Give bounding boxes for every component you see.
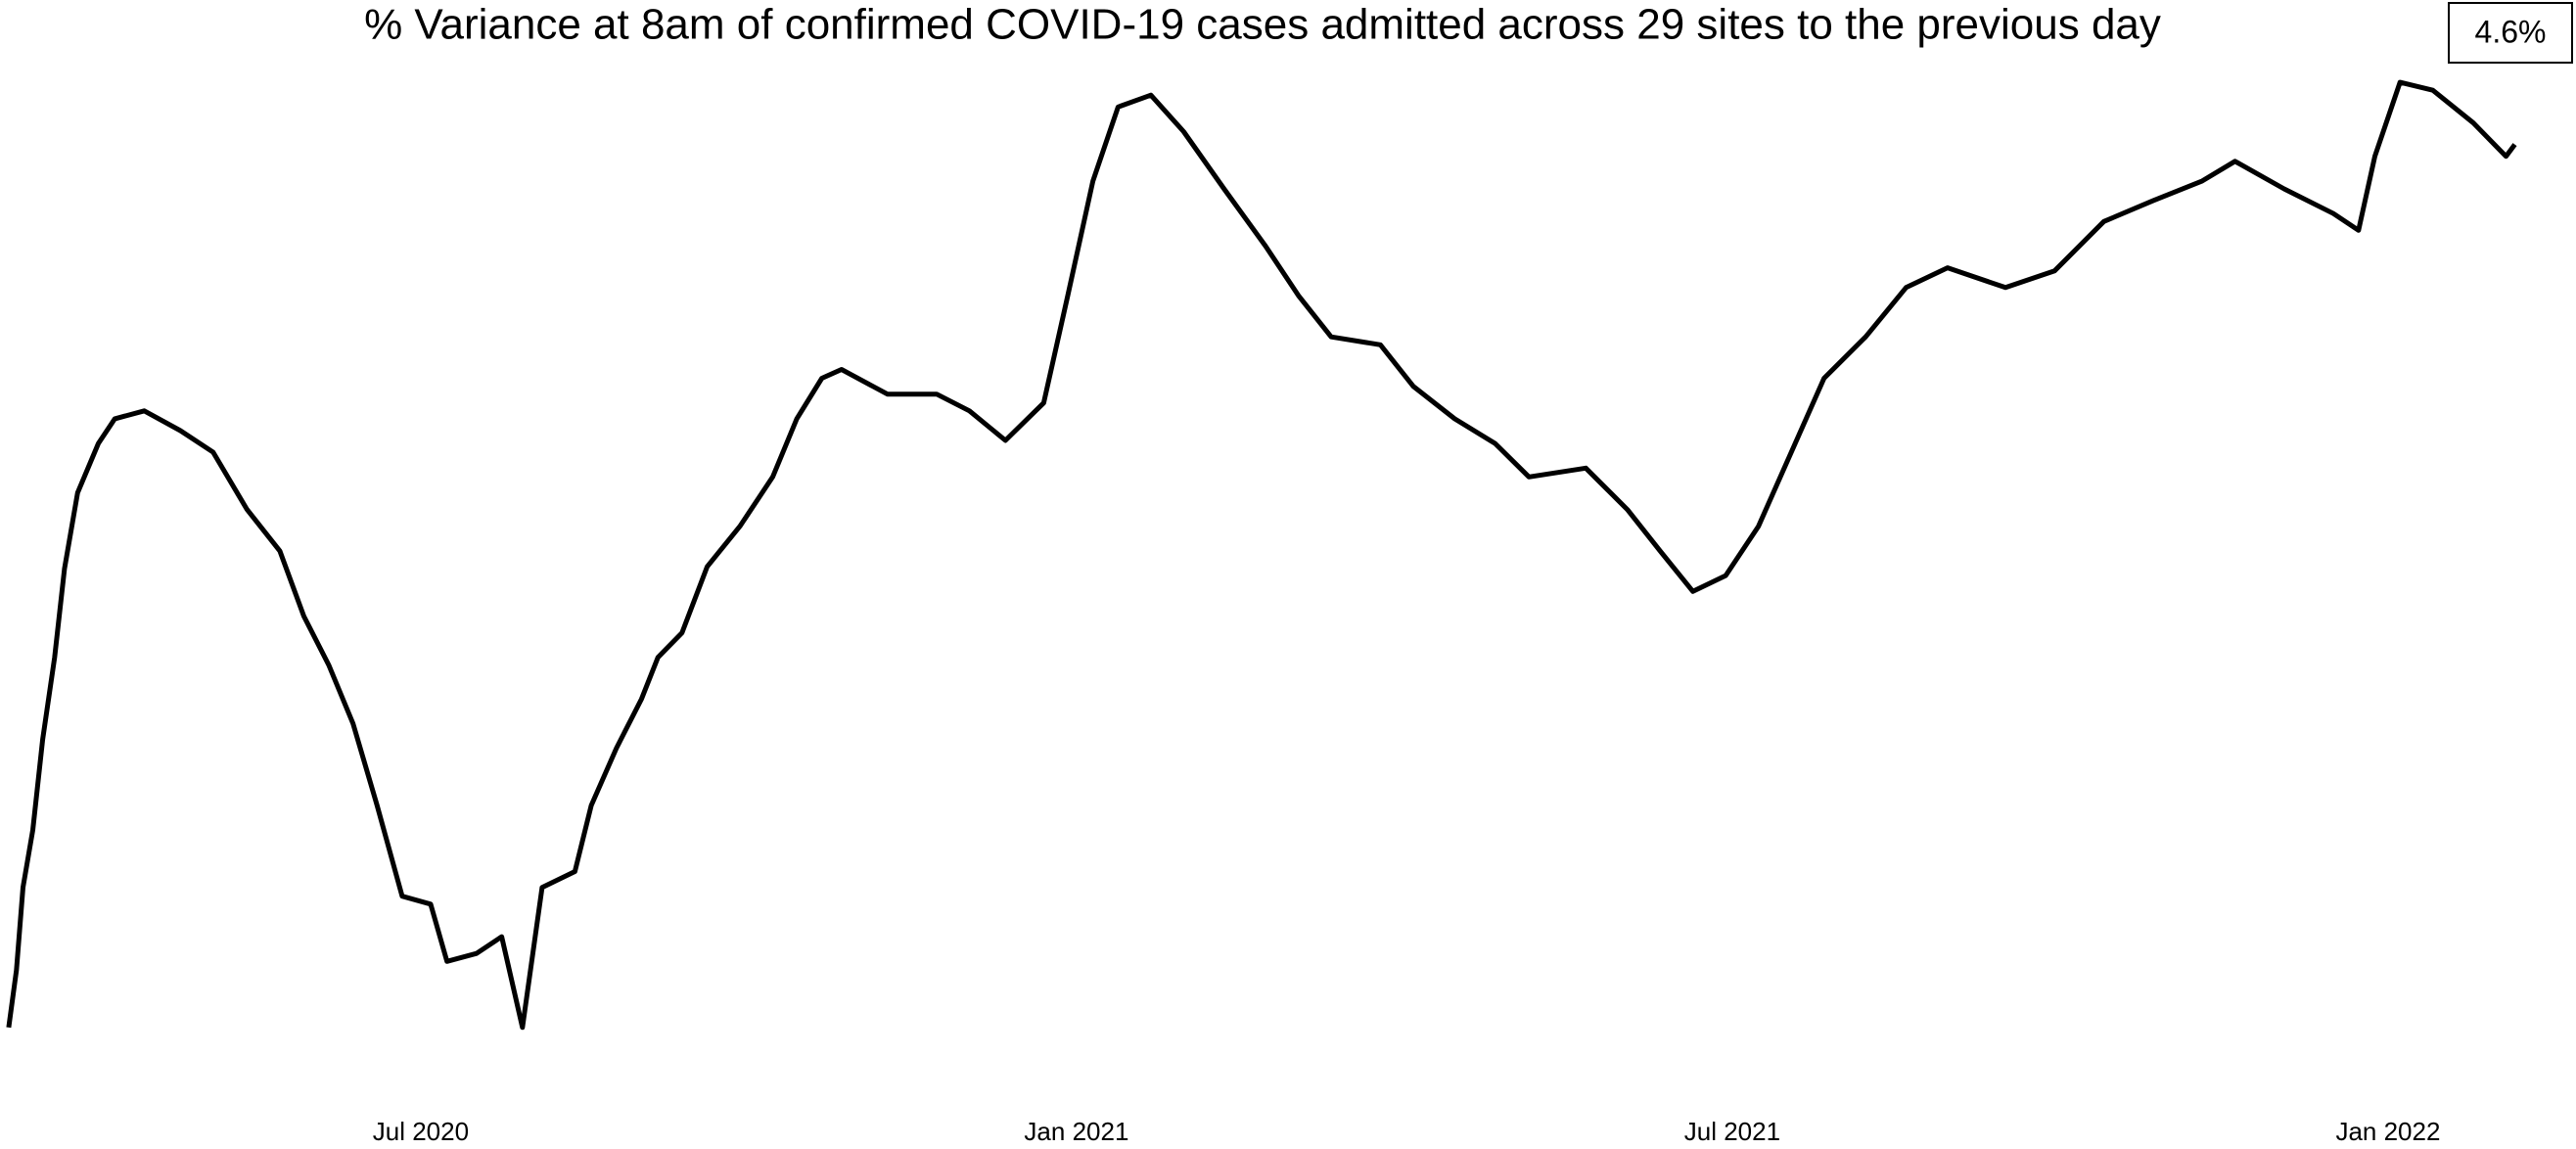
x-tick-label: Jul 2020 (373, 1117, 469, 1146)
annotation-box (2448, 2, 2573, 64)
chart-title: % Variance at 8am of confirmed COVID-19 … (364, 1, 2161, 49)
annotation: 4.6% (2475, 14, 2547, 49)
x-tick-label: Jul 2021 (1684, 1117, 1780, 1146)
data-line (6, 79, 2517, 1031)
x-tick-label: Jan 2021 (1024, 1117, 1128, 1146)
x-tick-label: Jan 2022 (2335, 1117, 2440, 1146)
